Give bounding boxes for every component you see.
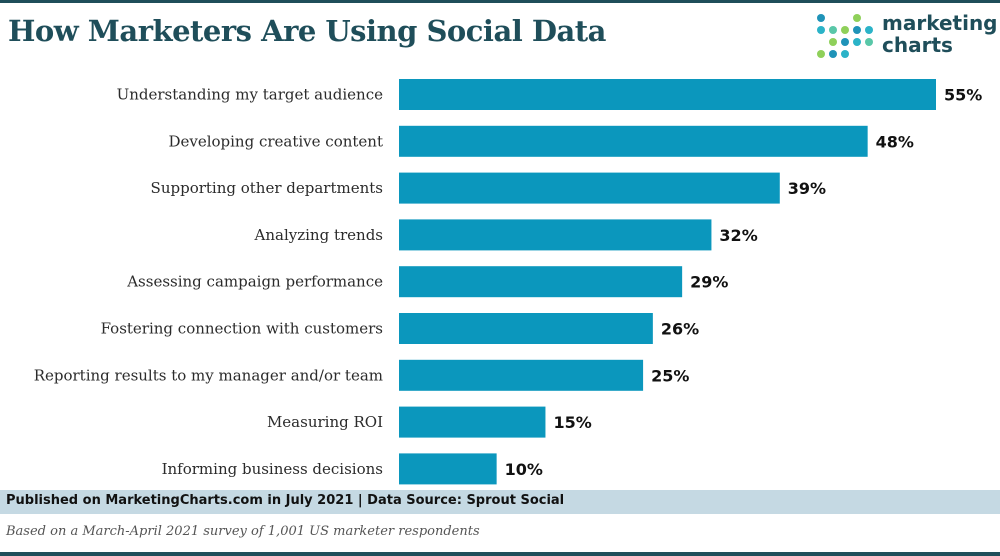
logo-dot: [865, 38, 873, 46]
bar-chart: Understanding my target audience 55% Devel…: [34, 79, 982, 485]
category-label: Informing business decisions: [162, 460, 383, 478]
logo-dot: [841, 38, 849, 46]
value-label: 26%: [661, 320, 699, 339]
logo-dot: [829, 50, 837, 58]
bar: [399, 313, 653, 344]
marketing-charts-logo: marketing charts: [815, 12, 998, 64]
footer-source: Published on MarketingCharts.com in July…: [6, 493, 565, 508]
logo-dot: [829, 26, 837, 34]
logo-line-2: charts: [882, 33, 953, 57]
logo-dot: [841, 50, 849, 58]
bar: [399, 125, 868, 157]
chart-title: How Marketers Are Using Social Data: [8, 14, 606, 48]
logo-dot: [853, 14, 861, 22]
category-label: Fostering connection with customers: [101, 320, 383, 338]
logo-dots-icon: [817, 14, 873, 58]
bar: [399, 79, 936, 110]
bar: [399, 219, 712, 251]
value-label: 29%: [690, 273, 728, 292]
category-label: Reporting results to my manager and/or t…: [34, 366, 383, 384]
logo-dot: [829, 38, 837, 46]
footer-note: Based on a March-April 2021 survey of 1,…: [6, 524, 480, 539]
value-label: 55%: [944, 86, 982, 105]
logo-text: marketing charts: [882, 12, 998, 56]
value-label: 10%: [505, 460, 543, 479]
value-label: 39%: [788, 179, 826, 198]
bar: [399, 406, 546, 438]
logo-dot: [853, 38, 861, 46]
bar: [399, 359, 644, 391]
bar: [399, 453, 497, 485]
footer-band: Published on MarketingCharts.com in July…: [0, 490, 1000, 514]
category-label: Supporting other departments: [151, 179, 383, 197]
category-label: Analyzing trends: [254, 226, 383, 244]
value-label: 15%: [553, 413, 591, 432]
logo-dot: [865, 26, 873, 34]
category-label: Understanding my target audience: [117, 86, 384, 104]
category-label: Assessing campaign performance: [126, 273, 383, 291]
bottom-rule: [0, 552, 1000, 556]
category-label: Measuring ROI: [267, 413, 383, 431]
logo-dot: [817, 14, 825, 22]
logo-dot: [817, 26, 825, 34]
bar: [399, 266, 683, 298]
logo-dot: [853, 26, 861, 34]
logo-line-1: marketing: [882, 11, 998, 35]
top-rule: [0, 0, 1000, 3]
category-label: Developing creative content: [168, 132, 383, 150]
value-label: 32%: [719, 226, 757, 245]
value-label: 48%: [876, 132, 914, 151]
logo-dot: [841, 26, 849, 34]
logo-dot: [817, 50, 825, 58]
bar: [399, 172, 780, 204]
value-label: 25%: [651, 366, 689, 385]
